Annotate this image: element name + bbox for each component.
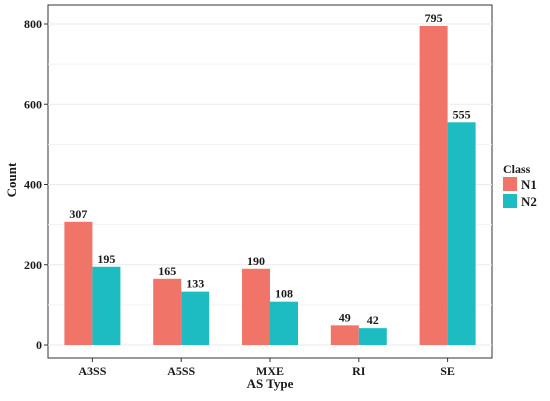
x-tick-label: RI xyxy=(352,364,366,378)
data-label: 108 xyxy=(275,287,293,301)
data-label: 190 xyxy=(247,254,265,268)
bar-n2-ri xyxy=(358,328,387,345)
legend-title: Class xyxy=(503,162,531,176)
y-axis-ticks: 0 200 400 600 800 xyxy=(24,17,48,352)
gridlines xyxy=(48,23,492,346)
y-tick-label: 200 xyxy=(24,258,42,272)
data-label: 42 xyxy=(367,313,379,327)
y-tick-label: 800 xyxy=(24,17,42,31)
bar-n2-se xyxy=(447,122,476,346)
legend-swatch-n1 xyxy=(503,177,517,191)
bars xyxy=(64,26,476,346)
data-label: 307 xyxy=(69,207,87,221)
bar-n1-a3ss xyxy=(64,221,93,345)
legend-label-n2: N2 xyxy=(521,194,537,209)
y-tick-label: 0 xyxy=(36,338,42,352)
bar-n2-a5ss xyxy=(181,291,210,345)
x-axis-title: AS Type xyxy=(247,376,294,391)
bar-n1-mxe xyxy=(242,268,270,345)
data-label: 195 xyxy=(97,252,115,266)
x-tick-label: A3SS xyxy=(78,364,106,378)
data-label: 133 xyxy=(186,277,204,291)
legend-swatch-n2 xyxy=(503,194,517,208)
data-label: 49 xyxy=(339,310,351,324)
bar-n1-se xyxy=(419,26,448,345)
legend-label-n1: N1 xyxy=(521,177,537,192)
bar-n2-mxe xyxy=(270,301,298,345)
data-label: 795 xyxy=(425,11,443,25)
y-tick-label: 400 xyxy=(24,178,42,192)
x-tick-label: A5SS xyxy=(167,364,195,378)
bar-n2-a3ss xyxy=(92,266,121,345)
data-label: 165 xyxy=(158,264,176,278)
data-labels: 307 195 165 133 190 108 49 42 795 555 xyxy=(69,11,470,327)
bar-n1-a5ss xyxy=(153,278,182,345)
y-axis-title: Count xyxy=(4,162,19,197)
x-axis-ticks: A3SS A5SS MXE RI SE xyxy=(78,358,455,378)
x-tick-label: MXE xyxy=(256,364,284,378)
bar-n1-ri xyxy=(330,325,359,345)
y-tick-label: 600 xyxy=(24,97,42,111)
data-label: 555 xyxy=(453,107,471,121)
x-tick-label: SE xyxy=(440,364,455,378)
